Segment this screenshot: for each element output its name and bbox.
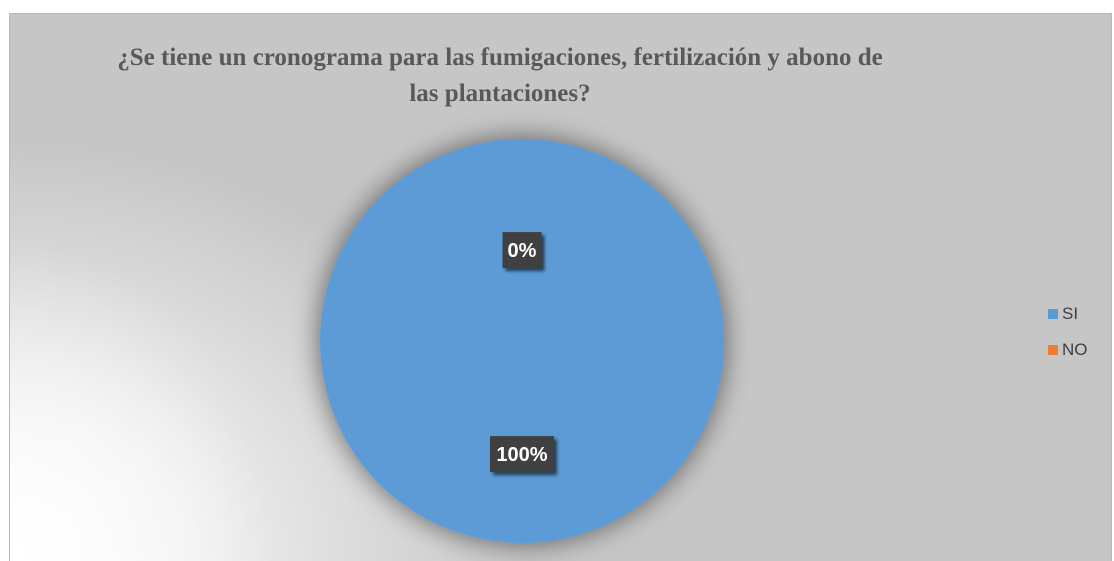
data-label-text-si: 100% <box>496 444 547 466</box>
legend-label-no: NO <box>1062 340 1088 359</box>
data-label-box <box>490 436 554 473</box>
chart-title: ¿Se tiene un cronograma para las fumigac… <box>117 44 883 107</box>
chart-legend: SI NO <box>1048 303 1088 375</box>
data-label-si: 100% <box>490 436 554 473</box>
data-label-box <box>502 232 542 269</box>
legend-swatch-no <box>1048 345 1058 355</box>
pie-data-labels: 100% 0% <box>490 232 554 473</box>
legend-item-si: SI <box>1048 303 1088 325</box>
pie-plot: 100% 0% <box>320 139 724 543</box>
legend-label-si: SI <box>1062 304 1079 323</box>
pie-slice-si <box>320 139 724 543</box>
legend-swatch-si <box>1048 309 1058 319</box>
data-label-text-no: 0% <box>508 240 537 262</box>
pie-slices <box>320 139 724 543</box>
chart-area: ¿Se tiene un cronograma para las fumigac… <box>9 13 1112 561</box>
data-label-no: 0% <box>502 232 542 269</box>
legend-item-no: NO <box>1048 339 1088 361</box>
